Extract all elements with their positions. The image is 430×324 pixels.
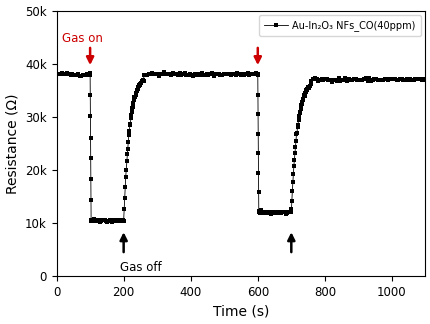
- Au-In₂O₃ NFs_CO(40ppm): [88, 177, 93, 180]
- Au-In₂O₃ NFs_CO(40ppm): [422, 78, 427, 82]
- Au-In₂O₃ NFs_CO(40ppm): [161, 70, 166, 74]
- Au-In₂O₃ NFs_CO(40ppm): [238, 73, 243, 77]
- X-axis label: Time (s): Time (s): [212, 305, 269, 318]
- Y-axis label: Resistance (Ω): Resistance (Ω): [6, 93, 19, 194]
- Legend: Au-In₂O₃ NFs_CO(40ppm): Au-In₂O₃ NFs_CO(40ppm): [259, 16, 420, 36]
- Text: Gas off: Gas off: [120, 260, 162, 273]
- Au-In₂O₃ NFs_CO(40ppm): [134, 89, 139, 93]
- Au-In₂O₃ NFs_CO(40ppm): [287, 210, 292, 214]
- Line: Au-In₂O₃ NFs_CO(40ppm): Au-In₂O₃ NFs_CO(40ppm): [55, 71, 426, 224]
- Au-In₂O₃ NFs_CO(40ppm): [54, 72, 59, 76]
- Text: Gas on: Gas on: [61, 32, 102, 45]
- Au-In₂O₃ NFs_CO(40ppm): [292, 151, 297, 155]
- Au-In₂O₃ NFs_CO(40ppm): [301, 93, 306, 97]
- Au-In₂O₃ NFs_CO(40ppm): [98, 220, 103, 224]
